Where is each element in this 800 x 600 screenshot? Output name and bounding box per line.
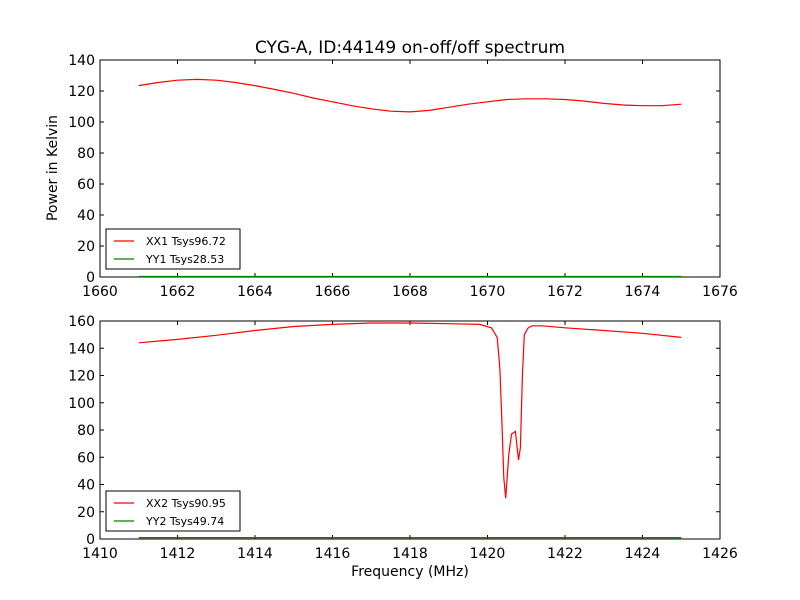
- x-tick-label: 1670: [470, 284, 506, 300]
- legend-entry: XX2 Tsys90.95: [146, 497, 226, 510]
- y-tick-label: 140: [68, 53, 95, 69]
- series-line-xx: [138, 322, 682, 499]
- y-tick-label: 80: [77, 146, 95, 162]
- x-tick-label: 1420: [470, 546, 506, 562]
- legend-box: [105, 228, 241, 270]
- chart-title: CYG-A, ID:44149 on-off/off spectrum: [255, 38, 565, 58]
- x-tick-label: 1418: [392, 546, 428, 562]
- x-tick-label: 1672: [547, 284, 583, 300]
- x-tick-label: 1426: [702, 546, 738, 562]
- y-tick-label: 120: [68, 369, 95, 385]
- x-tick-label: 1410: [82, 546, 118, 562]
- y-tick-label: 80: [77, 423, 95, 439]
- y-tick-label: 40: [77, 478, 95, 494]
- x-tick-label: 1414: [237, 546, 273, 562]
- y-tick-label: 40: [77, 208, 95, 224]
- y-tick-label: 0: [86, 270, 95, 286]
- legend-entry: XX1 Tsys96.72: [146, 235, 226, 248]
- y-tick-label: 100: [68, 396, 95, 412]
- y-tick-label: 120: [68, 84, 95, 100]
- y-tick-label: 0: [86, 532, 95, 548]
- x-tick-label: 1422: [547, 546, 583, 562]
- x-tick-label: 1668: [392, 284, 428, 300]
- legend-box: [105, 490, 241, 532]
- y-tick-label: 100: [68, 115, 95, 131]
- x-axis-label: Frequency (MHz): [351, 564, 469, 580]
- top-panel: 1660 1662 1664 1666 1668 1670 1672 1674 1676 0 20…: [68, 53, 738, 300]
- y-tick-label: 20: [77, 505, 95, 521]
- y-axis-label: Power in Kelvin: [45, 115, 61, 221]
- y-tick-label: 140: [68, 341, 95, 357]
- y-tick-label: 160: [68, 314, 95, 330]
- x-tick-label: 1660: [82, 284, 118, 300]
- x-tick-label: 1412: [160, 546, 196, 562]
- series-line-xx: [138, 78, 682, 113]
- y-tick-label: 20: [77, 239, 95, 255]
- bottom-panel: 1410 1412 1414 1416 1418 1420 1422 1424 1426 0 20…: [68, 314, 738, 562]
- x-tick-label: 1424: [625, 546, 661, 562]
- x-tick-label: 1664: [237, 284, 273, 300]
- x-tick-label: 1674: [625, 284, 661, 300]
- x-tick-label: 1676: [702, 284, 738, 300]
- x-tick-label: 1666: [315, 284, 351, 300]
- x-tick-label: 1416: [315, 546, 351, 562]
- y-tick-label: 60: [77, 450, 95, 466]
- x-tick-label: 1662: [160, 284, 196, 300]
- legend-entry: YY1 Tsys28.53: [145, 253, 224, 266]
- y-tick-label: 60: [77, 177, 95, 193]
- legend-entry: YY2 Tsys49.74: [145, 515, 224, 528]
